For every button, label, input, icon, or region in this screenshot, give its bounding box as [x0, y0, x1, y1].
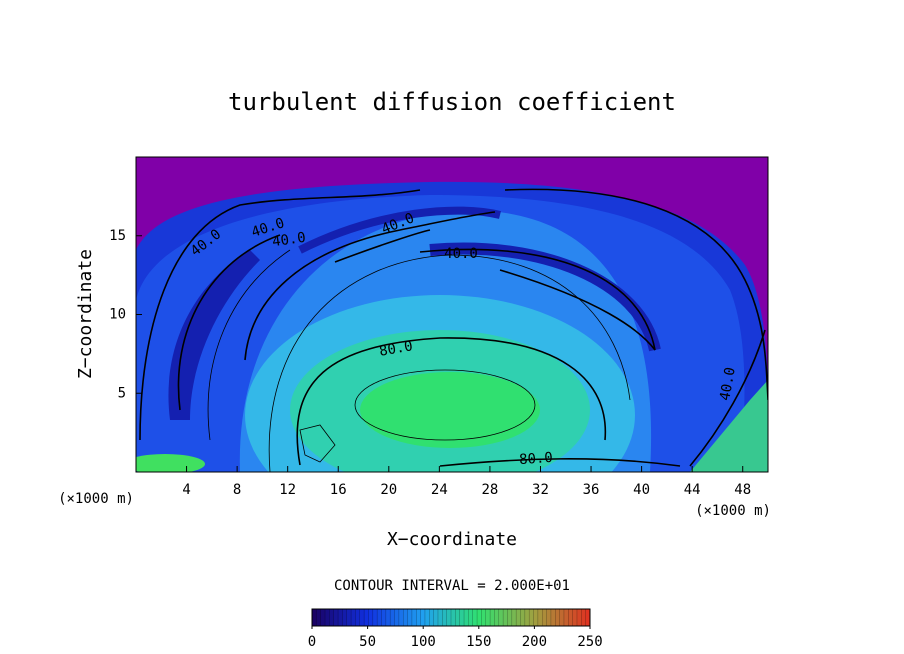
colorbar-tick-label: 250 — [577, 634, 602, 650]
colorbar-tick-label: 100 — [411, 634, 436, 650]
colorbar-frame — [311, 608, 591, 627]
colorbar-cell — [472, 609, 478, 626]
colorbar-cell — [437, 609, 443, 626]
contour-label: 40.0 — [444, 246, 478, 262]
x-tick-label: 48 — [734, 482, 751, 498]
colorbar-cell — [394, 609, 400, 626]
colorbar-cell — [433, 609, 439, 626]
colorbar-cell — [346, 609, 352, 626]
contour-label: 80.0 — [519, 450, 554, 468]
colorbar-cell — [481, 609, 487, 626]
chart-title: turbulent diffusion coefficient — [228, 88, 676, 116]
y-tick-label: 10 — [109, 307, 126, 323]
colorbar-cell — [442, 609, 448, 626]
colorbar-cell — [498, 609, 504, 626]
colorbar-cell — [559, 609, 565, 626]
colorbar-cell — [364, 609, 369, 626]
x-axis-label: X−coordinate — [387, 529, 517, 550]
colorbar-cell — [351, 609, 356, 626]
colorbar-cell — [325, 609, 330, 626]
colorbar-cell — [320, 609, 326, 626]
colorbar-cell — [420, 609, 426, 626]
colorbar-cell — [381, 609, 387, 626]
x-tick-label: 12 — [279, 482, 296, 498]
colorbar-tick-label: 200 — [522, 634, 547, 650]
colorbar-cell — [372, 609, 378, 626]
x-tick-label: 8 — [233, 482, 241, 498]
colorbar-cell — [585, 609, 591, 626]
x-tick-label: 16 — [330, 482, 347, 498]
colorbar-cell — [529, 609, 535, 626]
x-tick-label: 32 — [532, 482, 549, 498]
colorbar-cell — [390, 609, 396, 626]
colorbar-cell — [572, 609, 578, 626]
colorbar-cell — [368, 609, 374, 626]
colorbar-cell — [455, 609, 461, 626]
x-tick-label: 40 — [633, 482, 650, 498]
colorbar-cell — [546, 609, 552, 626]
y-tick-label: 5 — [118, 385, 126, 401]
colorbar-cell — [429, 609, 435, 626]
colorbar-cell — [407, 609, 413, 626]
colorbar-cell — [411, 609, 417, 626]
colorbar-cell — [542, 609, 548, 626]
colorbar-cell — [511, 609, 517, 626]
colorbar-cell — [468, 609, 474, 626]
x-unit-label: (×1000 m) — [695, 503, 771, 519]
colorbar-cell — [329, 609, 335, 626]
colorbar-cell — [550, 609, 556, 626]
colorbar-cell — [459, 609, 465, 626]
x-unit-label: (×1000 m) — [58, 491, 134, 507]
colorbar-cell — [581, 609, 587, 626]
colorbar-cell — [464, 609, 469, 626]
colorbar-cell — [507, 609, 513, 626]
colorbar-cell — [516, 609, 521, 626]
contour-label: 40.0 — [717, 366, 739, 402]
colorbar-tick-label: 50 — [359, 634, 376, 650]
colorbar-cell — [503, 609, 508, 626]
colorbar-cell — [555, 609, 561, 626]
y-tick-label: 15 — [109, 228, 126, 244]
colorbar-cell — [451, 609, 456, 626]
colorbar-cell — [485, 609, 491, 626]
x-tick-label: 20 — [380, 482, 397, 498]
colorbar-cell — [377, 609, 382, 626]
x-tick-label: 28 — [481, 482, 498, 498]
contour-label: 80.0 — [378, 338, 414, 360]
colorbar-cell — [424, 609, 430, 626]
x-tick-label: 4 — [182, 482, 190, 498]
colorbar-cell — [333, 609, 339, 626]
colorbar-cell — [355, 609, 361, 626]
colorbar-cell — [446, 609, 452, 626]
colorbar-cell — [537, 609, 543, 626]
colorbar-cell — [359, 609, 365, 626]
x-tick-label: 24 — [431, 482, 448, 498]
colorbar-cell — [398, 609, 404, 626]
colorbar-cell — [494, 609, 500, 626]
colorbar-tick-label: 0 — [308, 634, 316, 650]
colorbar-cell — [533, 609, 539, 626]
colorbar-cell — [520, 609, 526, 626]
y-axis-label: Z−coordinate — [75, 249, 96, 379]
x-tick-label: 44 — [684, 482, 701, 498]
x-tick-label: 36 — [583, 482, 600, 498]
colorbar-cell — [338, 609, 343, 626]
colorbar-tick-label: 150 — [466, 634, 491, 650]
colorbar-cell — [312, 609, 317, 626]
colorbar-cell — [568, 609, 574, 626]
colorbar-cell — [403, 609, 409, 626]
colorbar-cell — [477, 609, 482, 626]
contour-interval: CONTOUR INTERVAL = 2.000E+01 — [334, 578, 570, 594]
colorbar-cell — [576, 609, 582, 626]
colorbar-cell — [316, 609, 322, 626]
colorbar-cell — [563, 609, 569, 626]
field — [136, 157, 768, 472]
colorbar-cell — [385, 609, 391, 626]
contour-label: 40.0 — [271, 230, 307, 251]
colorbar-cell — [524, 609, 530, 626]
colorbar-cell — [490, 609, 495, 626]
colorbar-cell — [416, 609, 422, 626]
colorbar-cell — [342, 609, 348, 626]
